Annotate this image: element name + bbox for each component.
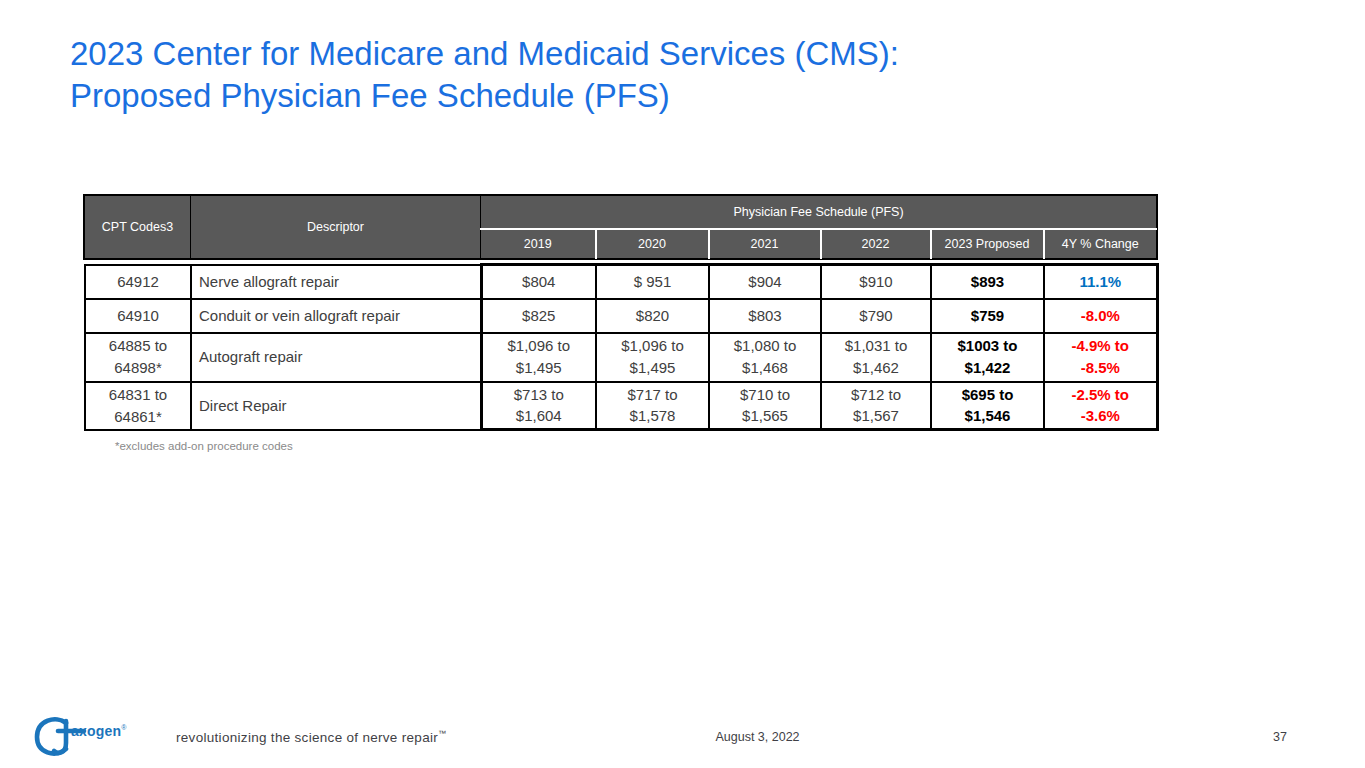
trademark-mark: ™ xyxy=(438,729,446,738)
col-header-2020: 2020 xyxy=(596,229,709,259)
cell-2020: $717 to $1,578 xyxy=(596,382,709,430)
cell-2022: $910 xyxy=(821,265,931,299)
cell-2021: $710 to $1,565 xyxy=(709,382,821,430)
slide: 2023 Center for Medicare and Medicaid Se… xyxy=(0,0,1365,768)
cell-2022: $790 xyxy=(821,299,931,333)
brand-name: axogen® xyxy=(71,723,127,739)
cell-descriptor: Direct Repair xyxy=(191,382,481,430)
cell-2020: $1,096 to $1,495 xyxy=(596,333,709,382)
cell-2020: $820 xyxy=(596,299,709,333)
cell-cpt: 64831 to 64861* xyxy=(85,382,191,430)
col-header-2022: 2022 xyxy=(821,229,931,259)
cell-cpt: 64885 to 64898* xyxy=(85,333,191,382)
title-line-2: Proposed Physician Fee Schedule (PFS) xyxy=(70,77,670,114)
page-title: 2023 Center for Medicare and Medicaid Se… xyxy=(70,33,899,117)
col-header-2023-proposed: 2023 Proposed xyxy=(931,229,1044,259)
cell-descriptor: Nerve allograft repair xyxy=(191,265,481,299)
cell-2022: $1,031 to $1,462 xyxy=(821,333,931,382)
col-header-descriptor: Descriptor xyxy=(191,196,481,259)
table-row: 64910 Conduit or vein allograft repair $… xyxy=(85,299,1157,333)
cell-2022: $712 to $1,567 xyxy=(821,382,931,430)
cell-2020: $ 951 xyxy=(596,265,709,299)
cell-4y-change: -2.5% to -3.6% xyxy=(1044,382,1157,430)
table-row: 64831 to 64861* Direct Repair $713 to $1… xyxy=(85,382,1157,430)
col-header-4y-change: 4Y % Change xyxy=(1044,229,1157,259)
col-header-2019: 2019 xyxy=(481,229,596,259)
brand-text: axogen xyxy=(71,723,121,739)
footer-date: August 3, 2022 xyxy=(625,730,890,744)
cell-2021: $1,080 to $1,468 xyxy=(709,333,821,382)
fee-schedule-table: CPT Codes3 Descriptor Physician Fee Sche… xyxy=(84,195,1156,431)
col-header-pfs-group: Physician Fee Schedule (PFS) xyxy=(481,196,1157,229)
col-header-2021: 2021 xyxy=(709,229,821,259)
cell-2023-proposed: $893 xyxy=(931,265,1044,299)
cell-cpt: 64910 xyxy=(85,299,191,333)
registered-mark: ® xyxy=(121,724,126,731)
cell-4y-change: -8.0% xyxy=(1044,299,1157,333)
cell-2021: $803 xyxy=(709,299,821,333)
cell-2019: $713 to $1,604 xyxy=(481,382,596,430)
cell-2023-proposed: $759 xyxy=(931,299,1044,333)
cell-2023-proposed: $695 to $1,546 xyxy=(931,382,1044,430)
cell-4y-change: 11.1% xyxy=(1044,265,1157,299)
page-number: 37 xyxy=(1250,730,1310,744)
cell-descriptor: Autograft repair xyxy=(191,333,481,382)
title-line-1: 2023 Center for Medicare and Medicaid Se… xyxy=(70,35,899,72)
cell-descriptor: Conduit or vein allograft repair xyxy=(191,299,481,333)
fee-table-header: CPT Codes3 Descriptor Physician Fee Sche… xyxy=(84,195,1157,259)
col-header-cpt: CPT Codes3 xyxy=(85,196,191,259)
table-row: 64912 Nerve allograft repair $804 $ 951 … xyxy=(85,265,1157,299)
cell-2021: $904 xyxy=(709,265,821,299)
table-footnote: *excludes add-on procedure codes xyxy=(115,440,293,452)
cell-4y-change: -4.9% to -8.5% xyxy=(1044,333,1157,382)
footer-tagline: revolutionizing the science of nerve rep… xyxy=(176,729,446,745)
cell-2019: $1,096 to $1,495 xyxy=(481,333,596,382)
tagline-text: revolutionizing the science of nerve rep… xyxy=(176,730,438,745)
cell-cpt: 64912 xyxy=(85,265,191,299)
fee-table-body: 64912 Nerve allograft repair $804 $ 951 … xyxy=(84,263,1159,431)
cell-2019: $804 xyxy=(481,265,596,299)
cell-2023-proposed: $1003 to $1,422 xyxy=(931,333,1044,382)
table-row: 64885 to 64898* Autograft repair $1,096 … xyxy=(85,333,1157,382)
cell-2019: $825 xyxy=(481,299,596,333)
